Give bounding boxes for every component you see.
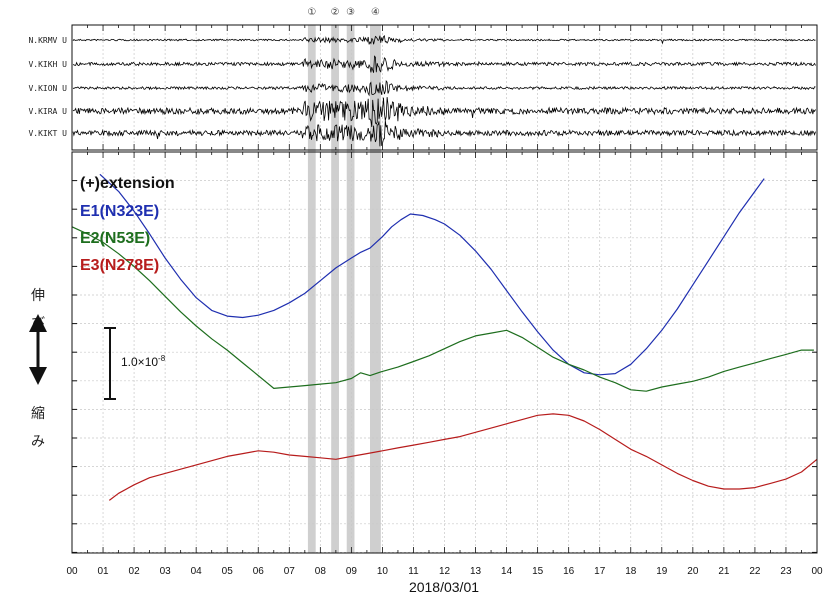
event-marker-3: ③ [346, 7, 355, 18]
event-band-2 [331, 25, 339, 553]
legend-e2: E2(N53E) [80, 230, 150, 247]
x-tick-label: 01 [97, 566, 109, 577]
event-band-3 [346, 25, 355, 553]
x-tick-label: 22 [749, 566, 761, 577]
x-tick-label: 07 [284, 566, 296, 577]
x-tick-label: 23 [780, 566, 792, 577]
x-tick-label: 11 [408, 566, 419, 577]
series-line-e1 [99, 173, 765, 376]
x-tick-label: 04 [191, 566, 203, 577]
seismogram-trace [72, 79, 816, 97]
x-tick-label: 00 [66, 566, 78, 577]
x-tick-label: 14 [501, 566, 513, 577]
event-band-1 [307, 25, 316, 553]
seismogram-panel-frame [71, 24, 818, 151]
x-tick-label: 05 [222, 566, 234, 577]
legend-e1: E1(N323E) [80, 203, 159, 220]
x-axis-label: 2018/03/01 [409, 579, 479, 595]
event-marker-4: ④ [371, 7, 380, 18]
scale-bar-label: 1.0×10-8 [121, 354, 166, 369]
seismogram-trace [72, 55, 816, 73]
x-tick-label: 19 [656, 566, 668, 577]
station-label: N.KRMV U [28, 36, 67, 45]
x-tick-label: 00 [811, 566, 823, 577]
scale-bar [104, 327, 116, 400]
station-label: V.KIRA U [28, 107, 67, 116]
x-tick-label: 20 [687, 566, 699, 577]
x-tick-label: 10 [377, 566, 389, 577]
strain-grid [71, 25, 818, 553]
event-marker-1: ① [307, 7, 316, 18]
labels: ① ② ③ ④ 00 01 02 03 04 05 06 07 08 09 10 11 12 13 14 15 16 17… [28, 7, 823, 577]
x-tick-label: 08 [315, 566, 327, 577]
seismogram-trace [72, 34, 816, 45]
station-label: V.KION U [28, 84, 67, 93]
x-tick-label: 02 [129, 566, 141, 577]
legend-title: (+)extension [80, 175, 175, 192]
x-tick-label: 21 [718, 566, 730, 577]
legend-e3: E3(N278E) [80, 257, 159, 274]
station-label: V.KIKH U [28, 60, 67, 69]
x-tick-label: 09 [346, 566, 358, 577]
seismogram-grid [102, 25, 787, 150]
x-tick-label: 17 [594, 566, 606, 577]
series-line-e2 [71, 226, 814, 392]
x-tick-label: 06 [253, 566, 265, 577]
seismogram-trace [72, 120, 816, 147]
seismogram-trace [72, 97, 816, 128]
x-tick-label: 16 [563, 566, 575, 577]
seismogram-traces [72, 34, 816, 147]
station-label: V.KIKT U [28, 129, 67, 138]
x-tick-label: 12 [439, 566, 451, 577]
strain-panel-frame [71, 151, 818, 554]
x-tick-label: 18 [625, 566, 637, 577]
event-band-4 [370, 25, 381, 553]
x-tick-label: 15 [532, 566, 544, 577]
compression-label: 縮み [31, 406, 45, 450]
double-arrow-icon [29, 314, 47, 385]
x-tick-label: 03 [160, 566, 172, 577]
event-bands [307, 25, 381, 553]
strain-lines [71, 173, 818, 501]
x-tick-label: 13 [470, 566, 482, 577]
series-line-e3 [108, 413, 818, 501]
event-marker-2: ② [331, 7, 340, 18]
